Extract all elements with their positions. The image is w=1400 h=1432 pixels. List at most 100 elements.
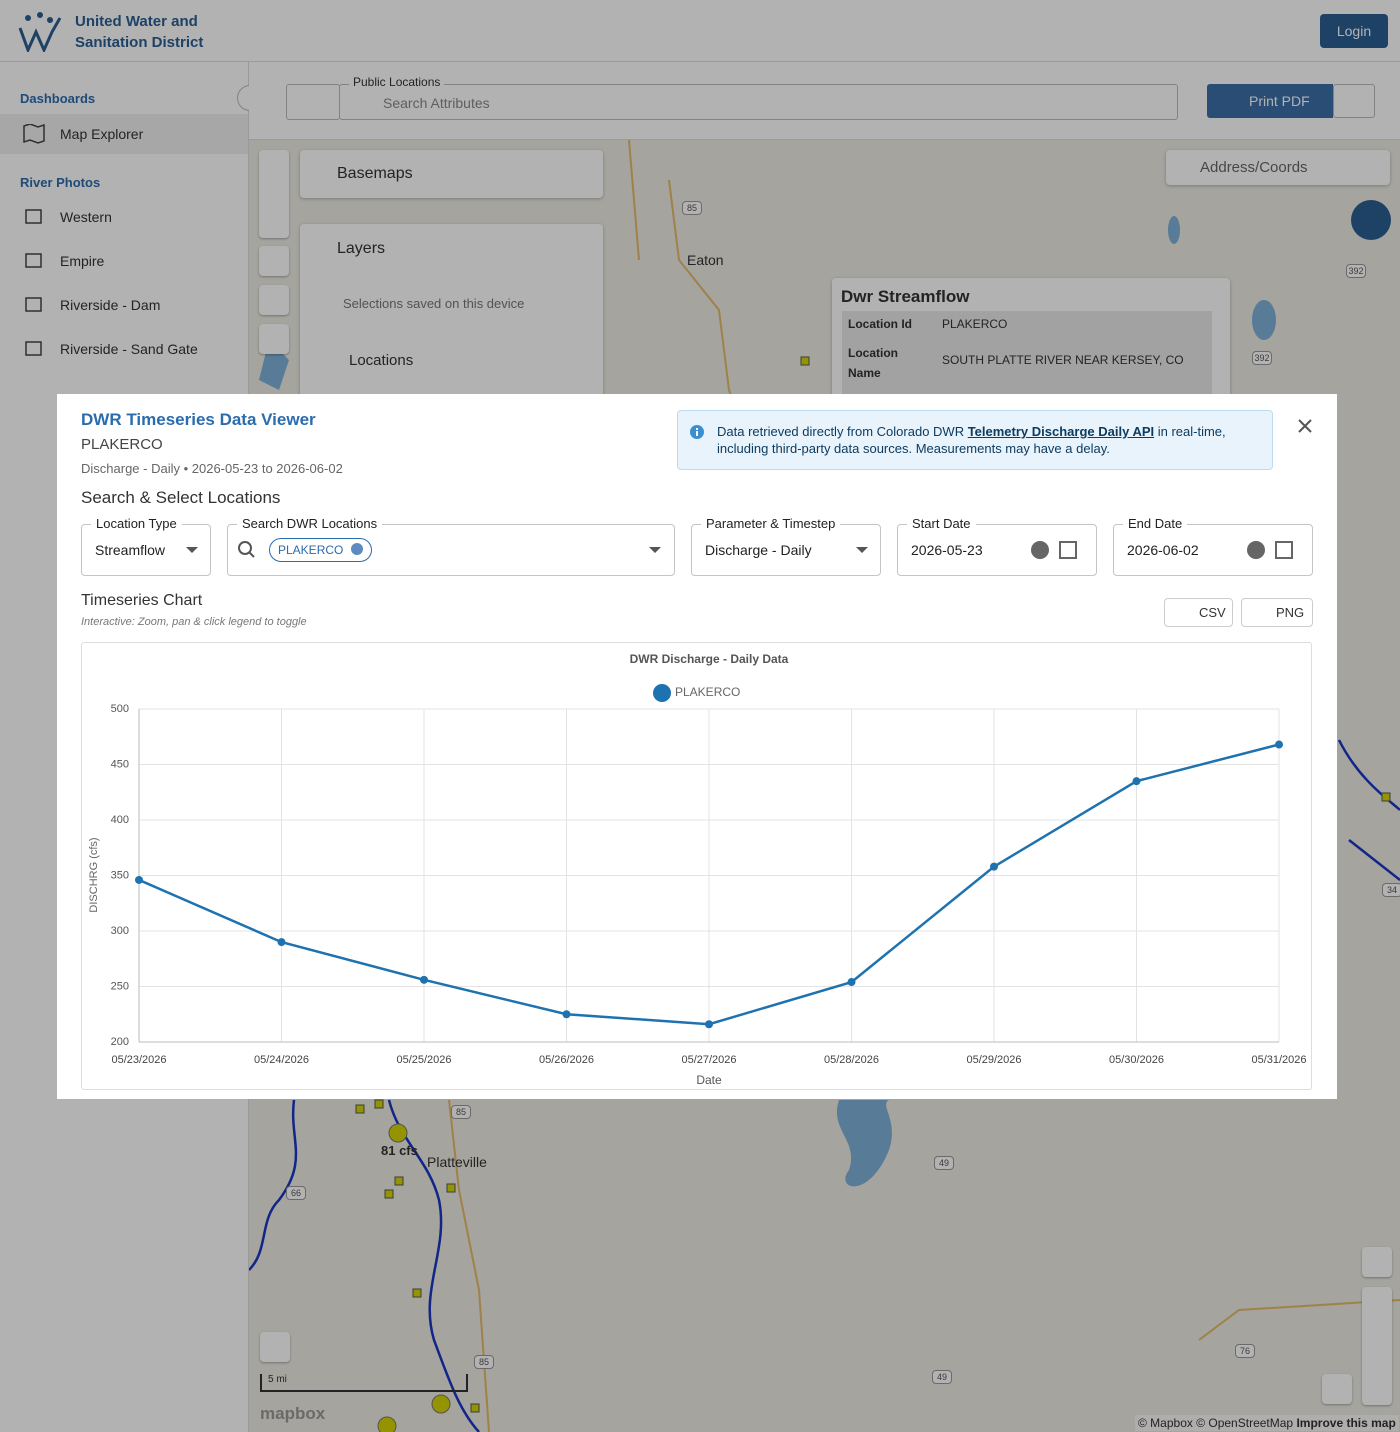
y-tick-label: 300 [111, 925, 129, 937]
popup-key: Location Name [848, 346, 898, 380]
x-tick-label: 05/28/2026 [824, 1054, 879, 1066]
search-box[interactable]: Search Attributes [339, 84, 1178, 120]
x-tick-label: 05/27/2026 [681, 1054, 736, 1066]
search-placeholder: Search Attributes [383, 95, 490, 111]
popup: Dwr Streamflow Location Id PLAKERCO Loca… [832, 278, 1230, 408]
field-label: Search DWR Locations [237, 516, 383, 531]
nav-item[interactable]: Map Explorer [0, 114, 248, 154]
draw-tools[interactable] [1362, 1287, 1392, 1405]
png-button[interactable]: PNG [1241, 598, 1313, 627]
mapbox-logo: mapbox [260, 1404, 326, 1423]
field-icons [186, 541, 1293, 559]
road-shield: 34 [1382, 883, 1400, 897]
info-alert: Data retrieved directly from Colorado DW… [677, 410, 1273, 470]
chart-title: DWR Discharge - Daily Data [630, 652, 789, 666]
data-point [705, 1020, 713, 1029]
field-value: 2026-06-02 [1127, 542, 1199, 558]
nav-item[interactable]: Riverside - Dam [60, 297, 161, 313]
x-axis-label: Date [696, 1073, 722, 1087]
saved-note: Selections saved on this device [343, 296, 525, 311]
logo [18, 12, 62, 52]
field-label: Parameter & Timestep [701, 516, 841, 531]
brand-line: Sanitation District [75, 34, 204, 51]
x-tick-label: 05/23/2026 [111, 1054, 166, 1066]
data-point [277, 938, 286, 947]
parameter-select[interactable]: Parameter & Timestep Discharge - Daily [691, 516, 881, 576]
login-button[interactable]: Login [1320, 14, 1388, 48]
basemaps-label: Basemaps [337, 165, 413, 182]
chart-button[interactable] [1351, 200, 1391, 240]
print-button[interactable]: Print PDF [1207, 84, 1333, 118]
zoom-controls[interactable] [259, 150, 289, 238]
layers-label[interactable]: Layers [337, 240, 386, 257]
chart-hint: Interactive: Zoom, pan & click legend to… [81, 616, 307, 628]
x-tick-label: 05/24/2026 [254, 1054, 309, 1066]
popup-title: Dwr Streamflow [841, 287, 970, 306]
brand: United Water and Sanitation District [75, 11, 203, 53]
road-shield: 392 [1346, 264, 1366, 278]
legend-label[interactable]: PLAKERCO [675, 685, 740, 699]
section-title: Search & Select Locations [81, 488, 281, 507]
chart: DWR Discharge - Daily Data Date DISCHRG … [81, 642, 1312, 1090]
address-search[interactable]: Address/Coords [1166, 150, 1390, 185]
locate-button[interactable] [259, 285, 289, 315]
y-tick-label: 350 [111, 869, 129, 881]
popup-value: SOUTH PLATTE RIVER NEAR KERSEY, CO [942, 353, 1184, 367]
data-point [990, 862, 998, 871]
locations-label[interactable]: Locations [349, 352, 414, 369]
modal-subtitle: Discharge - Daily • 2026-05-23 to 2026-0… [81, 461, 343, 476]
improve-link[interactable]: Improve this map [1296, 1416, 1396, 1430]
close-button[interactable] [1297, 418, 1313, 434]
csv-button[interactable]: CSV [1164, 598, 1233, 627]
y-tick-label: 400 [111, 814, 129, 826]
compass-button[interactable] [259, 324, 289, 354]
ruler-button[interactable] [260, 1332, 290, 1362]
info-icon [690, 425, 704, 439]
fullscreen-button[interactable] [259, 246, 289, 276]
field-label: Start Date [907, 516, 976, 531]
location-search[interactable]: Search DWR Locations PLAKERCO [227, 516, 675, 576]
search-type-dropdown[interactable] [286, 84, 340, 120]
y-tick-label: 500 [111, 703, 129, 715]
start-date[interactable]: Start Date 2026-05-23 [897, 516, 1097, 576]
nav-item[interactable]: Riverside - Sand Gate [60, 341, 198, 357]
flow-label: 81 cfs [381, 1143, 418, 1158]
road-shield: 66 [286, 1186, 306, 1200]
address-placeholder: Address/Coords [1200, 159, 1308, 176]
info-text: Data retrieved directly from Colorado DW… [717, 424, 968, 439]
field-label: Location Type [91, 516, 182, 531]
measure-button[interactable] [1322, 1374, 1352, 1404]
popup-value: PLAKERCO [942, 317, 1008, 331]
x-tick-label: 05/29/2026 [966, 1054, 1021, 1066]
draw-circle[interactable] [1362, 1247, 1392, 1277]
data-point [420, 975, 428, 984]
x-tick-label: 05/25/2026 [396, 1054, 451, 1066]
attribution-text: © Mapbox © OpenStreetMap [1138, 1416, 1294, 1430]
x-tick-label: 05/31/2026 [1251, 1054, 1306, 1066]
end-date[interactable]: End Date 2026-06-02 [1113, 516, 1313, 576]
popup-key: Location Id [848, 317, 912, 331]
data-point [562, 1010, 571, 1019]
section-title: Dashboards [20, 91, 96, 106]
road-shield: 49 [932, 1370, 952, 1384]
attribution: © Mapbox © OpenStreetMap Improve this ma… [1135, 1415, 1399, 1431]
popup-table: Location Id PLAKERCO Location Name SOUTH… [842, 311, 1212, 406]
nav-item[interactable]: Empire [60, 253, 105, 269]
data-point [135, 875, 143, 884]
nav-icons [23, 124, 45, 356]
y-tick-label: 450 [111, 758, 129, 770]
info-text: in real-time, including third-party data… [717, 424, 1226, 456]
scale-bar: 5 mi [260, 1374, 468, 1392]
info-link[interactable]: Telemetry Discharge Daily API [967, 424, 1155, 439]
field-value: Discharge - Daily [705, 542, 812, 558]
toolbar: Search Attributes Public Locations Print… [249, 62, 1400, 140]
place-label: Eaton [687, 252, 724, 268]
modal-title: DWR Timeseries Data Viewer [81, 410, 316, 429]
print-menu[interactable] [1333, 84, 1375, 118]
location-chip[interactable]: PLAKERCO [269, 538, 373, 562]
basemaps-card[interactable]: Basemaps [300, 150, 603, 198]
field-label: End Date [1123, 516, 1188, 531]
nav-item[interactable]: Western [60, 209, 112, 225]
road-shield: 49 [934, 1156, 954, 1170]
